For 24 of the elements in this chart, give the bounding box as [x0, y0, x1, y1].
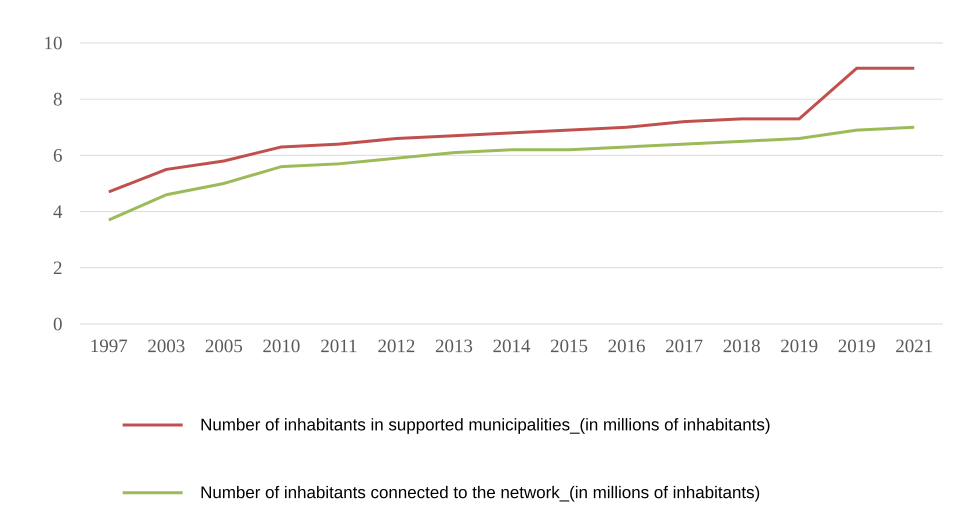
x-tick-label: 2018 [724, 340, 760, 352]
x-tick-label: 2014 [493, 340, 530, 352]
x-tick-label: 2005 [206, 340, 242, 352]
y-tick-label: 6 [54, 149, 62, 162]
legend-label: Number of inhabitants connected to the network_(in millions of inhabitants) [202, 486, 760, 502]
x-tick-label: 1997 [92, 340, 128, 352]
y-tick-label: 2 [54, 262, 62, 274]
line-series [107, 126, 916, 222]
x-tick-label: 2011 [321, 340, 356, 352]
y-tick-label: 8 [54, 92, 62, 106]
x-tick-label: 2010 [263, 340, 300, 352]
y-tick-label: 10 [45, 36, 62, 50]
x-tick-label: 2017 [666, 340, 702, 352]
y-tick-label: 0 [54, 318, 62, 330]
x-tick-label: 2019 [838, 340, 875, 352]
x-tick-label: 2013 [436, 340, 472, 352]
x-tick-label: 2015 [550, 340, 588, 352]
x-tick-label: 2003 [148, 340, 184, 352]
x-tick-label: 2019 [781, 340, 818, 352]
legend-label: Number of inhabitants in supported municipalities_(in millions of inhabitants) [202, 418, 770, 434]
x-tick-label: 2021 [896, 340, 932, 352]
x-tick-label: 2012 [378, 340, 414, 352]
y-tick-label: 4 [53, 205, 62, 218]
x-tick-label: 2016 [608, 340, 645, 352]
